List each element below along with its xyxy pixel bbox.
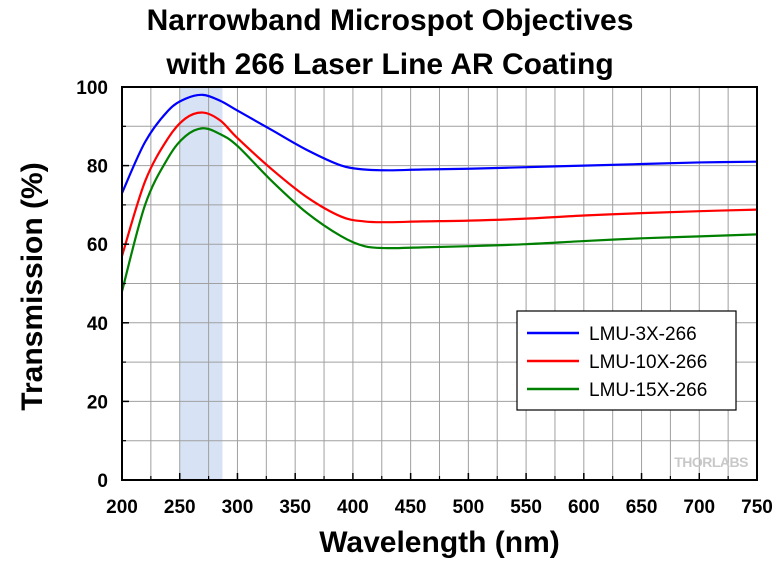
chart-title-line-1: Narrowband Microspot Objectives (146, 4, 634, 37)
legend-label: LMU-3X-266 (589, 324, 697, 345)
series-line-lmu-15x-266 (120, 127, 758, 292)
x-tick-label: 600 (568, 497, 600, 518)
y-axis-label: Transmission (%) (16, 162, 49, 410)
x-axis-label: Wavelength (nm) (319, 526, 560, 559)
x-tick-label: 400 (337, 497, 369, 518)
x-tick-label: 250 (164, 497, 196, 518)
x-tick-label: 350 (279, 497, 311, 518)
y-tick-label: 40 (87, 314, 108, 335)
y-tick-label: 0 (97, 471, 108, 492)
series-line-lmu-10x-266 (120, 111, 758, 257)
x-tick-label: 700 (683, 497, 715, 518)
x-tick-label: 650 (626, 497, 658, 518)
legend-label: LMU-15X-266 (589, 380, 707, 401)
y-tick-label: 80 (87, 157, 108, 178)
x-tick-label: 200 (106, 497, 138, 518)
x-tick-label: 300 (222, 497, 254, 518)
thorlabs-watermark: THORLABS (674, 454, 748, 470)
y-tick-label: 60 (87, 235, 108, 256)
y-tick-label: 20 (87, 392, 108, 413)
legend-label: LMU-10X-266 (589, 352, 707, 373)
y-tick-label: 100 (76, 78, 108, 99)
x-tick-label: 750 (741, 497, 773, 518)
chart-title-line-2: with 266 Laser Line AR Coating (166, 48, 614, 81)
x-tick-label: 550 (510, 497, 542, 518)
x-tick-label: 500 (453, 497, 485, 518)
series-line-lmu-3x-266 (120, 93, 758, 194)
x-tick-label: 450 (395, 497, 427, 518)
